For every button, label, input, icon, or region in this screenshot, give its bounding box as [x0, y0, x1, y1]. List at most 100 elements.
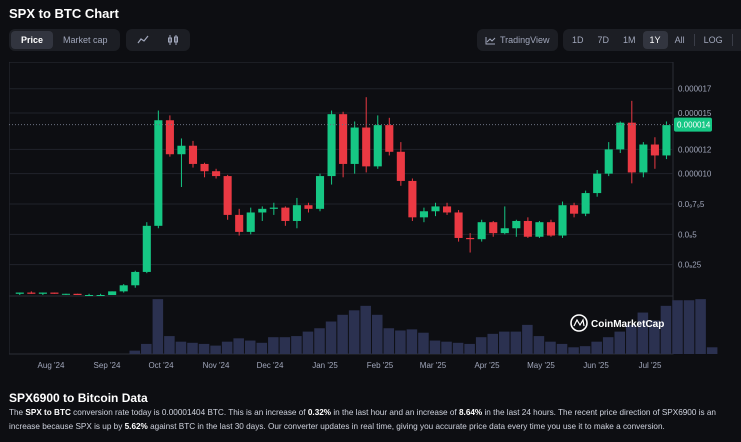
volume-bar: [591, 341, 602, 354]
candle-body: [27, 292, 36, 294]
tab-market-cap[interactable]: Market cap: [63, 35, 108, 45]
candle-body: [419, 211, 428, 218]
candle-body: [593, 173, 602, 194]
more-options-button[interactable]: ···: [735, 31, 741, 49]
x-tick-label: Mar '25: [420, 361, 447, 370]
candle-body: [108, 291, 117, 295]
log-toggle[interactable]: LOG: [703, 35, 723, 45]
tradingview-label: TradingView: [500, 35, 550, 45]
volume-bar: [383, 328, 395, 354]
range-all[interactable]: All: [674, 35, 685, 45]
candle-body: [85, 295, 94, 296]
range-1d[interactable]: 1D: [572, 35, 584, 45]
candle-body: [627, 122, 636, 173]
candle-body: [535, 222, 544, 237]
x-tick-label: Dec '24: [257, 361, 284, 370]
candle-body: [639, 144, 648, 173]
candle-body: [500, 228, 509, 234]
volume-bar: [175, 341, 187, 354]
candle-body: [61, 293, 71, 295]
current-price-badge: [674, 117, 712, 132]
volume-bar: [602, 337, 614, 354]
volume-bar: [579, 346, 591, 354]
candle-body: [246, 212, 255, 232]
candlestick-icon: [168, 35, 178, 45]
candle-body: [604, 149, 613, 174]
candle-body: [443, 206, 452, 213]
volume-bar: [683, 300, 695, 354]
hour-change: 0.32%: [307, 408, 332, 417]
x-tick-label: Aug '24: [38, 361, 65, 370]
candle-body: [558, 205, 567, 236]
range-7d[interactable]: 7D: [597, 35, 610, 45]
volume-bar: [348, 310, 360, 354]
candle-body: [477, 222, 486, 240]
volume-bar: [210, 345, 221, 354]
x-tick-label: Nov '24: [203, 361, 230, 370]
line-chart-icon: [137, 35, 149, 44]
divider: [731, 34, 733, 46]
candle-body: [408, 180, 417, 218]
tradingview-button[interactable]: TradingView: [479, 31, 556, 49]
volume-bar: [672, 300, 683, 354]
candle-body: [281, 207, 290, 221]
volume-bar: [649, 320, 660, 354]
x-tick-label: Oct '24: [148, 361, 174, 370]
volume-bar: [360, 305, 371, 354]
range-1m[interactable]: 1M: [623, 35, 636, 45]
line-chart-button[interactable]: [128, 31, 158, 49]
volume-bar: [325, 321, 337, 354]
candle-body: [350, 127, 359, 164]
candle-body: [188, 145, 198, 164]
x-tick-label: Sep '24: [94, 361, 121, 370]
candle-body: [165, 120, 174, 155]
volume-bar: [614, 331, 626, 354]
candle-body: [292, 205, 301, 221]
x-tick-label: Jan '25: [312, 361, 338, 370]
metric-tabs: Price Market cap: [9, 29, 120, 51]
candle-body: [50, 292, 59, 294]
candle-body: [616, 122, 625, 150]
candle-body: [96, 295, 105, 296]
coinmarketcap-logo-icon: [570, 314, 588, 332]
candle-body: [662, 125, 671, 156]
volume-bar: [441, 341, 452, 354]
page-title: SPX to BTC Chart: [9, 6, 119, 21]
volume-bar: [164, 336, 175, 354]
x-tick-label: Jul '25: [639, 361, 662, 370]
volume-bar: [499, 331, 510, 354]
candle-body: [131, 271, 140, 286]
y-tick-label: 0.0₉7₉5: [678, 200, 705, 209]
candle-body: [362, 127, 371, 167]
volume-bar: [152, 299, 164, 354]
candle-body: [523, 220, 532, 237]
x-tick-label: Jun '25: [583, 361, 609, 370]
volume-bar: [395, 330, 406, 354]
divider: [693, 34, 695, 46]
volume-bar: [371, 314, 383, 354]
candle-body: [454, 212, 463, 238]
candle-body: [466, 237, 475, 240]
price-chart[interactable]: 0.000017 0.000015 0.000012 0.000010 0.0₉7₉5 0…: [9, 62, 737, 373]
candle-body: [373, 125, 382, 167]
volume-bar: [268, 337, 279, 354]
candle-body: [327, 114, 336, 177]
candle-body: [385, 125, 394, 152]
coinmarketcap-logo-mark: [573, 318, 585, 327]
candle-body: [512, 220, 521, 229]
candle-body: [431, 206, 440, 212]
watermark: CoinMarketCap: [570, 314, 664, 332]
candle-body: [570, 205, 579, 214]
volume-bar: [244, 340, 256, 354]
candlestick-chart-button[interactable]: [158, 31, 188, 49]
range-1y[interactable]: 1Y: [642, 31, 668, 49]
candle-body: [177, 145, 186, 155]
tab-price[interactable]: Price: [11, 31, 54, 49]
volume-bar: [487, 333, 499, 354]
volume-bar: [533, 336, 545, 354]
candle-body: [73, 293, 82, 295]
volume-bar: [302, 331, 314, 354]
pair-name: SPX to BTC: [25, 408, 71, 417]
volume-bar: [418, 332, 429, 354]
candle-body: [269, 207, 278, 209]
